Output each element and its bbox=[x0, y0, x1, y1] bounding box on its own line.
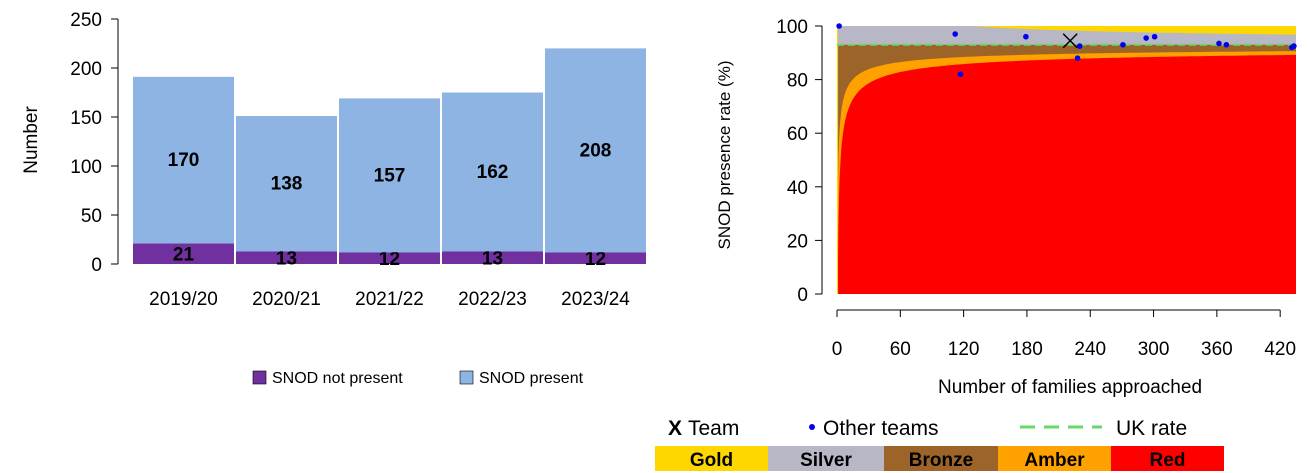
legend-band-swatch-amber bbox=[998, 446, 1111, 471]
bar-snod-not-present-2020-21 bbox=[236, 251, 337, 264]
legend-band-swatch-red bbox=[1111, 446, 1224, 471]
other-team-point-8 bbox=[1143, 35, 1149, 41]
data-label-snod-not-present-2022-23: 13 bbox=[482, 249, 503, 270]
bar-snod-present-2022-23 bbox=[442, 92, 543, 252]
legend-swatch-snod-present bbox=[459, 370, 474, 385]
data-label-snod-not-present-2021-22: 12 bbox=[379, 249, 400, 270]
funnel-x-axis-title: Number of families approached bbox=[938, 377, 1202, 398]
data-label-snod-present-2022-23: 162 bbox=[477, 162, 509, 183]
y-tick-label-200: 200 bbox=[70, 59, 102, 80]
bar-snod-not-present-2021-22 bbox=[339, 252, 440, 264]
x-tick-label-2020-21: 2020/21 bbox=[252, 289, 321, 310]
funnel-x-tick-label-120: 120 bbox=[948, 339, 980, 360]
funnel-x-tick-label-360: 360 bbox=[1201, 339, 1233, 360]
other-team-point-4 bbox=[1023, 33, 1029, 40]
bar-snod-present-2019-20 bbox=[133, 76, 234, 244]
x-tick-label-2019-20: 2019/20 bbox=[149, 289, 218, 310]
legend-label-snod-present: SNOD present bbox=[479, 370, 584, 387]
funnel-x-tick-label-0: 0 bbox=[832, 339, 843, 360]
legend-band-swatch-gold bbox=[655, 446, 768, 471]
bar-snod-not-present-2022-23 bbox=[442, 251, 543, 264]
legend-team-marker: X bbox=[668, 417, 682, 440]
funnel-y-axis-title: SNOD presence rate (%) bbox=[715, 61, 734, 250]
other-team-point-5 bbox=[1074, 55, 1081, 61]
funnel-x-tick-label-60: 60 bbox=[890, 339, 911, 360]
legend-uk-rate-label: UK rate bbox=[1116, 417, 1187, 440]
funnel-legend: X Team Other teams UK rate Gold Silver Bro… bbox=[655, 417, 1224, 471]
funnel-x-tick-label-180: 180 bbox=[1011, 339, 1043, 360]
bar-snod-present-2023-24 bbox=[545, 48, 646, 253]
y-tick-label-100: 100 bbox=[70, 157, 102, 178]
bar-snod-not-present-2023-24 bbox=[545, 252, 646, 264]
funnel-y-tick-label-80: 80 bbox=[787, 71, 808, 92]
data-label-snod-present-2020-21: 138 bbox=[271, 174, 303, 195]
funnel-y-tick-label-100: 100 bbox=[776, 17, 808, 38]
data-label-snod-not-present-2020-21: 13 bbox=[276, 249, 297, 270]
team-marker-stroke-2 bbox=[1062, 33, 1078, 49]
team-point-marker bbox=[1062, 33, 1078, 49]
data-label-snod-present-2023-24: 208 bbox=[580, 140, 612, 161]
funnel-y-tick-label-0: 0 bbox=[797, 285, 808, 306]
legend-band-swatch-silver bbox=[768, 446, 884, 471]
other-team-point-9 bbox=[1151, 33, 1158, 40]
data-label-snod-not-present-2019-20: 21 bbox=[173, 245, 195, 266]
other-team-point-1 bbox=[836, 23, 842, 29]
data-label-snod-present-2021-22: 157 bbox=[374, 165, 406, 186]
band-red bbox=[838, 54, 1296, 295]
legend-band-label-red: Red bbox=[1150, 450, 1186, 471]
funnel-plot: 0 20 40 60 80 100 0 60 120 180 240 300 360 420 SNOD p… bbox=[655, 17, 1297, 471]
x-tick-label-2022-23: 2022/23 bbox=[458, 289, 527, 310]
legend-label-snod-not-present: SNOD not present bbox=[272, 370, 403, 387]
funnel-y-tick-label-60: 60 bbox=[787, 124, 808, 145]
other-team-point-10 bbox=[1216, 40, 1222, 47]
legend-swatch-snod-not-present bbox=[252, 370, 267, 385]
other-team-point-11 bbox=[1223, 41, 1230, 48]
y-tick-label-0: 0 bbox=[91, 255, 102, 276]
legend-band-label-amber: Amber bbox=[1024, 450, 1085, 471]
funnel-x-tick-label-300: 300 bbox=[1138, 339, 1170, 360]
data-label-snod-present-2019-20: 170 bbox=[168, 150, 200, 171]
legend-team-label: Team bbox=[688, 417, 739, 440]
legend-band-label-bronze: Bronze bbox=[909, 450, 973, 471]
bar-chart-y-axis-title: Number bbox=[21, 106, 42, 174]
bar-snod-present-2020-21 bbox=[236, 116, 337, 252]
other-team-point-13 bbox=[1291, 43, 1297, 49]
bar-chart: 21 170 13 138 12 157 13 162 12 208 2019/20 2020/21… bbox=[21, 10, 646, 387]
x-tick-label-2021-22: 2021/22 bbox=[355, 289, 424, 310]
y-tick-label-250: 250 bbox=[70, 10, 102, 31]
other-team-point-3 bbox=[957, 71, 964, 78]
x-tick-label-2023-24: 2023/24 bbox=[561, 289, 630, 310]
y-tick-label-50: 50 bbox=[81, 206, 102, 227]
other-team-point-6 bbox=[1076, 43, 1083, 49]
bar-snod-present-2021-22 bbox=[339, 98, 440, 253]
legend-band-label-silver: Silver bbox=[800, 450, 852, 471]
y-tick-label-150: 150 bbox=[70, 108, 102, 129]
funnel-y-tick-label-40: 40 bbox=[787, 178, 808, 199]
funnel-y-tick-label-20: 20 bbox=[787, 231, 808, 252]
legend-band-label-gold: Gold bbox=[690, 450, 733, 471]
legend-other-teams-label: Other teams bbox=[823, 417, 939, 440]
funnel-x-tick-label-420: 420 bbox=[1264, 339, 1296, 360]
bar-snod-not-present-2019-20 bbox=[133, 243, 234, 264]
legend-other-teams-dot bbox=[809, 424, 815, 430]
data-label-snod-not-present-2023-24: 12 bbox=[585, 249, 606, 270]
funnel-x-tick-label-240: 240 bbox=[1074, 339, 1106, 360]
bar-chart-legend: SNOD not present SNOD present bbox=[252, 370, 584, 387]
legend-band-swatch-bronze bbox=[884, 446, 998, 471]
other-team-point-7 bbox=[1120, 41, 1126, 48]
other-team-point-2 bbox=[952, 31, 958, 37]
